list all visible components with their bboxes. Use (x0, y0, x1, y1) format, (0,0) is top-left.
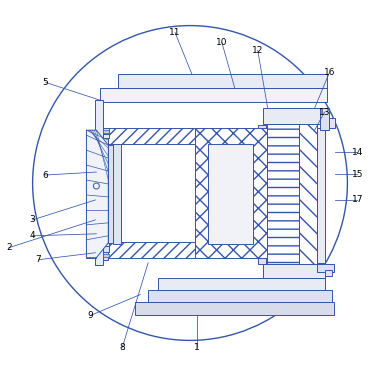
Text: 9: 9 (88, 311, 93, 320)
Bar (299, 120, 317, 268)
Text: 15: 15 (352, 169, 363, 178)
Bar (263, 264, 324, 278)
Bar (324, 270, 333, 276)
Text: 14: 14 (352, 147, 363, 157)
Bar (258, 125, 266, 131)
Bar (135, 301, 334, 315)
Bar (103, 246, 109, 252)
Bar (103, 242, 109, 246)
Bar (103, 128, 109, 134)
Bar (108, 242, 263, 258)
Bar (108, 128, 263, 144)
Bar (103, 254, 109, 257)
Bar (200, 144, 212, 244)
Bar (320, 108, 329, 130)
Text: 8: 8 (120, 343, 125, 352)
Bar (87, 130, 96, 258)
Bar (329, 118, 336, 128)
Text: 6: 6 (43, 170, 48, 180)
Text: 10: 10 (216, 38, 228, 47)
Text: 5: 5 (43, 78, 48, 87)
Bar (103, 130, 108, 260)
Bar (148, 289, 333, 301)
Text: 1: 1 (194, 343, 200, 352)
Bar (317, 264, 334, 272)
Bar (108, 145, 113, 243)
Text: 17: 17 (352, 195, 363, 204)
Bar (100, 88, 327, 102)
Polygon shape (87, 130, 108, 258)
Text: 16: 16 (324, 68, 335, 77)
Text: 11: 11 (169, 28, 181, 37)
Bar (118, 74, 327, 88)
Text: 7: 7 (36, 255, 42, 264)
Text: 4: 4 (30, 231, 35, 240)
Bar (208, 144, 253, 244)
Bar (95, 100, 103, 265)
Bar (317, 128, 324, 263)
Text: 3: 3 (30, 215, 35, 224)
Bar (103, 130, 109, 133)
Text: 2: 2 (6, 243, 12, 252)
Text: 13: 13 (319, 108, 330, 117)
Bar (195, 128, 267, 258)
Text: 12: 12 (252, 46, 263, 55)
Bar (267, 124, 299, 264)
Bar (263, 108, 324, 124)
Bar (113, 144, 121, 244)
Bar (258, 258, 266, 264)
Bar (158, 278, 324, 289)
Bar (103, 134, 109, 138)
